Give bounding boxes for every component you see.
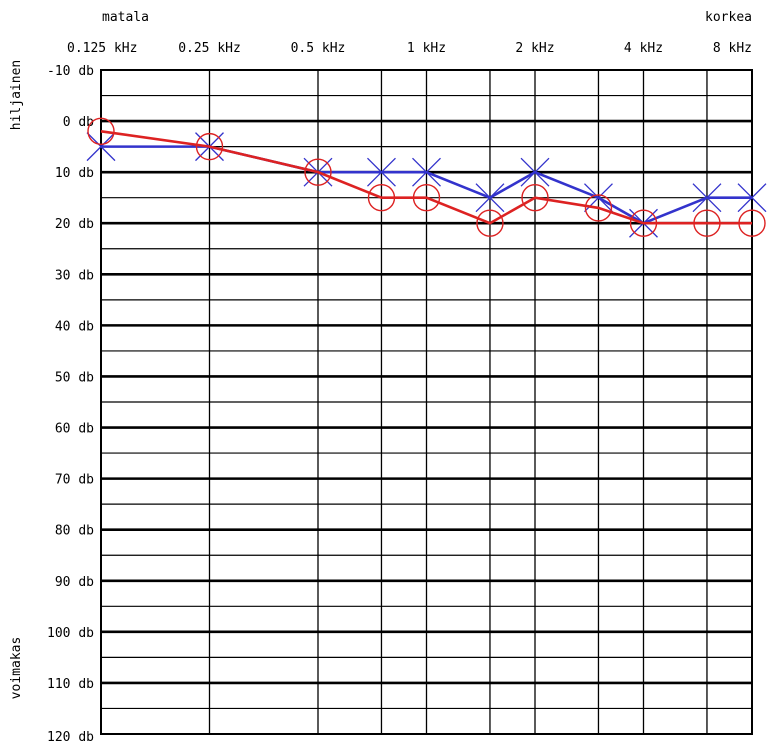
o-marker (195, 132, 224, 161)
o-marker (693, 209, 721, 237)
series-line (100, 130, 752, 225)
x-marker (692, 183, 722, 213)
y-tick-label: 110 db (47, 677, 94, 692)
x-marker (412, 157, 441, 187)
x-marker (520, 157, 550, 187)
y-tick-label: 120 db (47, 730, 94, 745)
x-tick-label: 0.5 kHz (291, 41, 346, 56)
o-marker (629, 209, 658, 237)
x-tick-label: 4 kHz (624, 41, 663, 56)
y-tick-label: 70 db (55, 473, 94, 488)
data-series (86, 117, 767, 238)
x-tick-label: 1 kHz (407, 41, 446, 56)
o-marker (521, 183, 549, 212)
x-tick-label: 2 kHz (515, 41, 554, 56)
y-tick-label: 10 db (55, 166, 94, 181)
y-tick-label: 100 db (47, 626, 94, 641)
o-marker (367, 183, 396, 212)
x-marker (367, 157, 396, 187)
y-tick-label: 20 db (55, 217, 94, 232)
x-high-label: korkea (705, 10, 752, 25)
plot-frame (100, 69, 753, 735)
x-tick-label: 0.125 kHz (67, 41, 137, 56)
y-bottom-label: voimakas (9, 637, 24, 700)
y-tick-label: 50 db (55, 370, 94, 385)
series-o-markers (87, 117, 766, 237)
x-low-label: matala (102, 10, 149, 25)
x-marker (475, 183, 505, 213)
x-tick-label: 0.25 kHz (178, 41, 241, 56)
y-tick-label: 60 db (55, 422, 94, 437)
o-marker (738, 209, 766, 237)
y-tick-label: 80 db (55, 524, 94, 539)
o-marker (476, 209, 504, 237)
o-marker (412, 183, 441, 212)
y-tick-label: 0 db (63, 115, 94, 130)
x-marker (86, 132, 116, 162)
y-top-label: hiljainen (9, 60, 24, 130)
o-marker (304, 158, 332, 186)
y-tick-labels: -10 db 0 db 10 db 20 db 30 db 40 db 50 db 60 db… (47, 64, 94, 745)
x-marker (737, 183, 767, 213)
x-tick-labels: 0.125 kHz 0.25 kHz 0.5 kHz 1 kHz 2 kHz 4 kHz 8… (67, 41, 752, 56)
x-tick-label: 8 kHz (713, 41, 752, 56)
grid-lines (101, 70, 752, 734)
o-marker (87, 117, 115, 145)
y-tick-label: 40 db (55, 319, 94, 334)
y-tick-label: -10 db (47, 64, 94, 79)
y-tick-label: 30 db (55, 268, 94, 283)
o-marker (584, 194, 613, 222)
y-tick-label: 90 db (55, 575, 94, 590)
